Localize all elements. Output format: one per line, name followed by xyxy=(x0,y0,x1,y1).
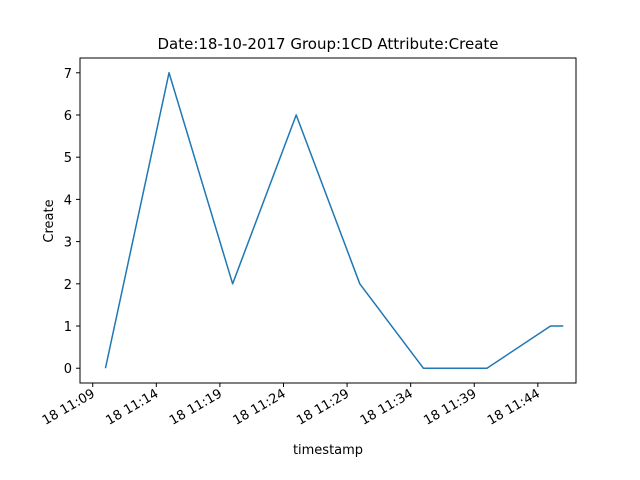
y-tick-label: 1 xyxy=(64,320,72,335)
y-tick-label: 6 xyxy=(64,109,72,124)
x-axis-label: timestamp xyxy=(293,443,363,458)
x-tick-label: 18 11:14 xyxy=(103,386,161,428)
y-axis-ticks: 0 1 2 3 4 5 6 7 xyxy=(64,67,80,377)
y-tick-label: 3 xyxy=(64,236,72,251)
x-axis-ticks: 18 11:09 18 11:14 18 11:19 18 11:24 18 11:29… xyxy=(40,383,543,429)
y-tick-label: 4 xyxy=(64,193,72,208)
x-tick-label: 18 11:39 xyxy=(421,386,479,428)
x-tick-label: 18 11:24 xyxy=(231,386,289,428)
x-tick-label: 18 11:29 xyxy=(294,386,352,428)
chart-title: Date:18-10-2017 Group:1CD Attribute:Crea… xyxy=(157,35,498,53)
plot-frame xyxy=(79,57,577,384)
x-tick-label: 18 11:34 xyxy=(358,386,416,428)
y-tick-label: 7 xyxy=(64,67,72,82)
x-tick-label: 18 11:19 xyxy=(167,386,225,428)
y-tick-label: 0 xyxy=(64,362,72,377)
x-tick-label: 18 11:44 xyxy=(485,386,543,428)
y-tick-label: 2 xyxy=(64,278,72,293)
x-tick-label: 18 11:09 xyxy=(40,386,98,428)
series-line xyxy=(104,72,564,369)
y-tick-label: 5 xyxy=(64,151,72,166)
y-axis-label: Create xyxy=(42,199,57,242)
